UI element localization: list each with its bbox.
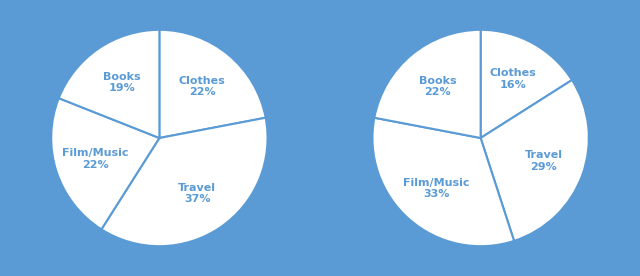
Text: Books
19%: Books 19% — [103, 72, 141, 93]
Wedge shape — [372, 118, 514, 246]
Text: Clothes
16%: Clothes 16% — [490, 68, 536, 90]
Wedge shape — [101, 118, 268, 246]
Wedge shape — [159, 30, 266, 138]
Wedge shape — [481, 30, 572, 138]
Text: Books
22%: Books 22% — [419, 76, 457, 97]
Text: Film/Music
22%: Film/Music 22% — [62, 148, 129, 169]
Wedge shape — [59, 30, 159, 138]
Text: Clothes
22%: Clothes 22% — [179, 76, 225, 97]
Wedge shape — [374, 30, 481, 138]
Wedge shape — [51, 98, 159, 229]
Text: Travel
37%: Travel 37% — [178, 183, 216, 204]
Wedge shape — [481, 80, 589, 241]
Text: Travel
29%: Travel 29% — [525, 150, 563, 171]
Text: Film/Music
33%: Film/Music 33% — [403, 177, 470, 199]
